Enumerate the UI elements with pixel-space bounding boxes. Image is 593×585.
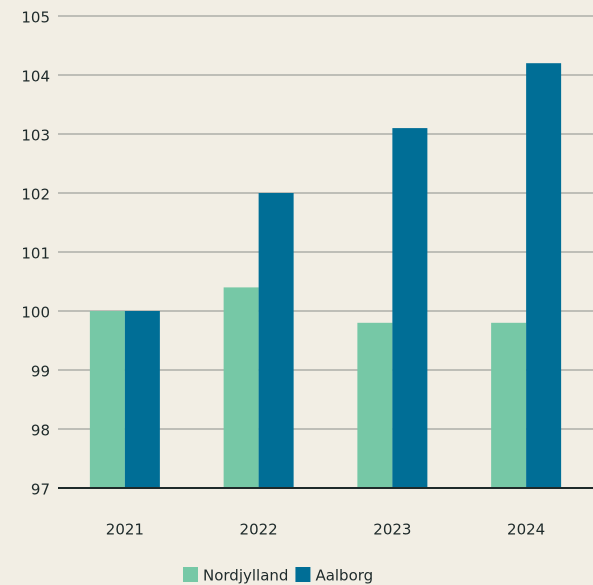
y-tick-label: 99 — [31, 363, 50, 381]
legend-label: Aalborg — [315, 567, 373, 585]
bar — [357, 322, 393, 488]
legend-swatch — [295, 567, 311, 582]
x-tick-label: 2024 — [507, 521, 545, 539]
y-tick-label: 104 — [21, 68, 50, 86]
bar — [526, 63, 562, 488]
y-tick-label: 101 — [21, 245, 50, 263]
bar — [491, 322, 527, 488]
y-tick-label: 102 — [21, 186, 50, 204]
bar — [124, 311, 160, 488]
legend-label: Nordjylland — [203, 567, 288, 585]
y-tick-label: 100 — [21, 304, 50, 322]
y-tick-label: 98 — [31, 422, 50, 440]
y-tick-label: 97 — [31, 481, 50, 499]
bar — [392, 128, 428, 488]
bar — [89, 311, 125, 488]
x-tick-label: 2021 — [106, 521, 144, 539]
legend-swatch — [183, 567, 198, 582]
x-tick-label: 2023 — [373, 521, 411, 539]
x-tick-label: 2022 — [240, 521, 278, 539]
y-tick-label: 103 — [21, 127, 50, 145]
y-tick-label: 105 — [21, 9, 50, 27]
bar — [258, 193, 294, 488]
bar — [223, 287, 259, 488]
